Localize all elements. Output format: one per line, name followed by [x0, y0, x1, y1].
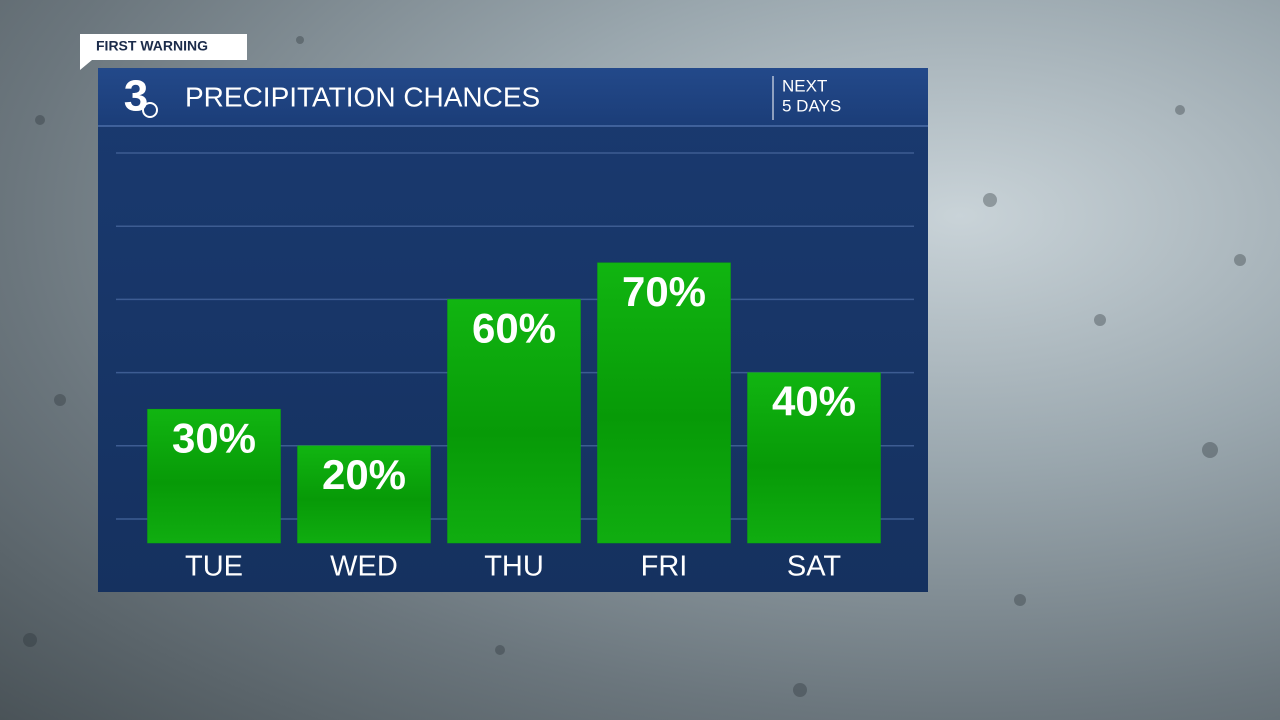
raindrops	[23, 36, 1246, 697]
chart-title: PRECIPITATION CHANCES	[185, 81, 540, 112]
plot: 30% TUE 20% WED 60% THU 70% FRI 40% SAT	[116, 152, 914, 583]
bar	[147, 408, 281, 544]
bar	[447, 299, 581, 544]
bar	[297, 445, 431, 544]
banner: FIRST WARNING	[96, 38, 208, 54]
bar	[747, 372, 881, 544]
value-label: 20%	[322, 451, 406, 498]
value-label: 60%	[472, 304, 556, 351]
banner-tab	[80, 34, 247, 70]
x-tick-label: WED	[330, 551, 398, 583]
value-label: 40%	[772, 378, 856, 425]
subtitle: 5 DAYS	[782, 96, 841, 115]
x-tick-label: THU	[484, 551, 544, 583]
bar	[597, 262, 731, 544]
logo-eye	[142, 102, 158, 118]
x-tick-label: TUE	[185, 551, 243, 583]
header	[98, 68, 928, 126]
value-label: 70%	[622, 268, 706, 315]
x-tick-label: FRI	[641, 551, 688, 583]
x-tick-label: SAT	[787, 551, 842, 583]
value-label: 30%	[172, 414, 256, 461]
subtitle: NEXT	[782, 76, 827, 95]
